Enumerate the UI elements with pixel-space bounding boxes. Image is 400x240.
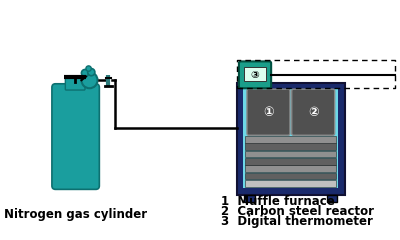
Bar: [245, 136, 336, 143]
Text: 3  Digital thermometer: 3 Digital thermometer: [221, 215, 373, 228]
FancyBboxPatch shape: [52, 84, 99, 189]
Bar: [245, 143, 336, 150]
Text: ①: ①: [263, 106, 274, 119]
Bar: [245, 180, 336, 187]
Circle shape: [88, 69, 95, 76]
Bar: [244, 67, 266, 81]
Bar: [244, 195, 255, 202]
FancyBboxPatch shape: [65, 78, 85, 90]
FancyBboxPatch shape: [244, 89, 338, 188]
FancyBboxPatch shape: [237, 83, 344, 195]
Text: ②: ②: [308, 106, 318, 119]
Text: 1  Muffle furnace: 1 Muffle furnace: [221, 195, 335, 208]
Bar: [245, 165, 336, 172]
Circle shape: [82, 69, 89, 77]
Bar: [245, 173, 336, 179]
Text: 2  Carbon steel reactor: 2 Carbon steel reactor: [221, 205, 374, 218]
FancyBboxPatch shape: [239, 61, 271, 88]
Circle shape: [86, 66, 91, 71]
Text: ③: ③: [251, 70, 260, 80]
FancyBboxPatch shape: [292, 89, 335, 135]
Bar: [245, 151, 336, 157]
FancyBboxPatch shape: [247, 89, 290, 135]
Bar: [245, 158, 336, 165]
Text: Nitrogen gas cylinder: Nitrogen gas cylinder: [4, 208, 147, 221]
Circle shape: [82, 72, 98, 88]
Bar: [327, 195, 337, 202]
